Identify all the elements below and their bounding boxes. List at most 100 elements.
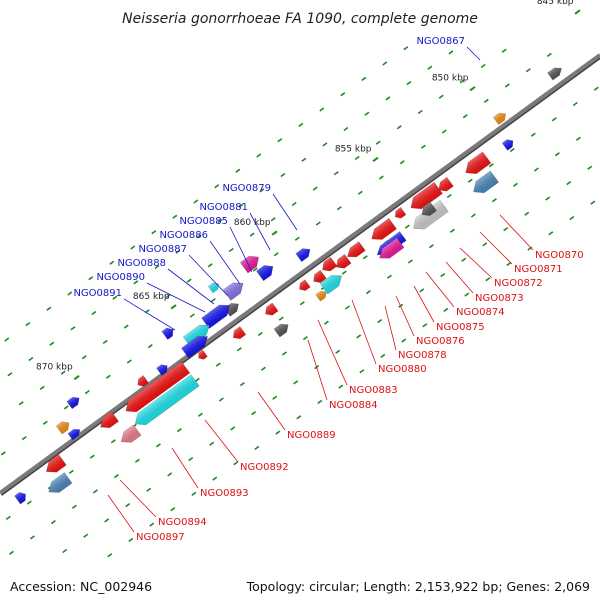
tick-dot-mark (343, 126, 349, 132)
feature-ngo0894 (100, 411, 119, 429)
feature-ngo0898-shine (56, 421, 69, 435)
feature-ngo0875 (394, 206, 407, 219)
feature-ngo0898 (55, 421, 70, 435)
tick-dot (551, 117, 557, 122)
gene-label-lower: NGO0873 (475, 293, 524, 304)
map-title: Neisseria gonorrhoeae FA 1090, complete … (122, 11, 478, 27)
tick-dot-mark (483, 98, 489, 104)
tick-dot-mark (71, 504, 77, 509)
feature-ngo0905 (207, 282, 220, 294)
feature-ngo0879 (347, 241, 366, 258)
feature-ngo0880-shine (336, 254, 352, 269)
tick-dot-mark (440, 272, 446, 278)
leader-upper (249, 212, 271, 251)
tick-dot (317, 399, 323, 405)
feature-ngo0882 (319, 274, 343, 295)
tick-dot-mark (428, 244, 434, 249)
tick-dot (335, 349, 341, 354)
tick-dot-mark (196, 234, 202, 239)
leader-lower (395, 295, 415, 337)
tick-dot (422, 323, 428, 328)
gene-label-lower: NGO0875 (436, 322, 485, 333)
tick-dot-mark (506, 261, 512, 267)
tick-dot (7, 372, 13, 377)
feature-ngo0884-shine (315, 291, 327, 302)
feature-ngo0888 (232, 326, 247, 340)
tick-dot-mark (419, 288, 425, 293)
tick-dot-mark (361, 76, 367, 82)
tick-dot-mark (260, 366, 266, 371)
tick-dot-mark (354, 155, 360, 161)
tick-dot (125, 502, 131, 508)
gene-label-lower: NGO0880 (378, 364, 427, 375)
tick-dot (154, 264, 160, 270)
tick-dot (291, 201, 297, 207)
scale-tick (574, 9, 581, 15)
feature-ngo0874b-shine (422, 201, 437, 216)
tick-dot (503, 226, 509, 232)
length-label: Length: (363, 579, 411, 594)
accession-label: Accession: (10, 579, 77, 594)
tick-dot-mark (380, 353, 386, 359)
feature-ngo0907-shine (183, 325, 210, 347)
tick-dot (209, 441, 215, 446)
feature-ngo0872 (438, 176, 454, 192)
tick-dot (587, 165, 593, 170)
tick-dot-mark (134, 458, 140, 463)
feature-ngo0875-shine (395, 207, 406, 219)
tick-dot (194, 377, 200, 383)
tick-dot (280, 172, 286, 178)
feature-ngo0909-shine (181, 336, 208, 358)
tick-dot-mark (312, 186, 318, 191)
tick-dot (112, 295, 118, 300)
leader-lower (479, 231, 513, 265)
tick-dot-mark (25, 321, 31, 327)
tick-dot (123, 324, 129, 329)
genes-label: Genes: (506, 579, 551, 594)
tick-dot-mark (7, 372, 13, 377)
leader-upper (229, 226, 253, 273)
tick-dot-mark (569, 215, 575, 221)
tick-dot (361, 76, 367, 82)
tick-dot (214, 184, 220, 189)
gene-label-upper: NGO0888 (117, 258, 166, 269)
scale-mark: 860 kbp (234, 218, 278, 236)
tick-dot (67, 291, 73, 296)
gene-label-lower: NGO0883 (349, 385, 398, 396)
gene-label-lower: NGO0897 (136, 532, 185, 543)
tick-dot-mark (154, 264, 160, 270)
leader-lower (425, 271, 455, 308)
tick-dot (488, 163, 494, 168)
tick-dot-mark (407, 259, 413, 264)
tick-dot (590, 200, 596, 205)
tick-dot-mark (359, 369, 365, 374)
tick-dot-mark (443, 307, 449, 313)
tick-dot (4, 337, 10, 342)
tick-dot-mark (270, 217, 276, 222)
scale-label: 870 kbp (36, 363, 73, 373)
gene-label-lower: NGO0870 (535, 250, 584, 261)
tick-dot-mark (546, 52, 552, 58)
feature-ngo0871-shine (473, 170, 499, 193)
feature-ngo0883 (313, 269, 327, 283)
tick-dot (176, 427, 182, 433)
tick-dot (249, 232, 255, 237)
genome-backbone (0, 53, 600, 496)
leader-upper (272, 193, 298, 231)
tick-dot (218, 397, 224, 402)
scale-tick (372, 156, 379, 162)
tick-dot-mark (46, 306, 52, 311)
tick-dot (336, 206, 342, 211)
feature-ngo0894-shine (100, 411, 119, 428)
tick-dot-mark (113, 473, 119, 479)
leader-lower (499, 214, 534, 251)
tick-dot-mark (28, 356, 34, 362)
tick-dot-mark (251, 410, 257, 416)
tick-dot (357, 190, 363, 195)
tick-dot (62, 548, 68, 554)
tick-dot (512, 182, 518, 187)
tick-dot (446, 193, 452, 199)
tick-dot (293, 380, 299, 385)
gene-features (14, 67, 562, 505)
tick-dots (0, 46, 599, 558)
